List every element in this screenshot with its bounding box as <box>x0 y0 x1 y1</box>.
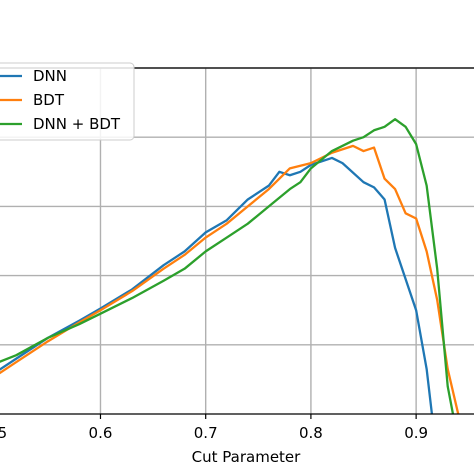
legend-label: DNN + BDT <box>33 115 121 133</box>
x-tick-label: 0.9 <box>404 424 428 442</box>
series-line-bdt <box>0 144 460 414</box>
series-line-dnn <box>0 156 434 414</box>
x-tick-label: 0.8 <box>299 424 323 442</box>
x-tick-label: 0.7 <box>194 424 218 442</box>
x-axis-ticks: 0.5 0.6 0.7 0.8 0.9 <box>0 414 428 442</box>
legend-box <box>0 62 135 141</box>
series-layer <box>0 118 460 414</box>
series-line-dnn-bdt <box>0 118 455 414</box>
legend-label: BDT <box>33 91 65 109</box>
legend-label: DNN <box>33 67 67 85</box>
x-tick-label: 0.6 <box>89 424 113 442</box>
x-tick-label: 0.5 <box>0 424 7 442</box>
x-axis-label: Cut Parameter <box>192 448 302 466</box>
legend: DNN BDT DNN + BDT <box>0 62 135 141</box>
